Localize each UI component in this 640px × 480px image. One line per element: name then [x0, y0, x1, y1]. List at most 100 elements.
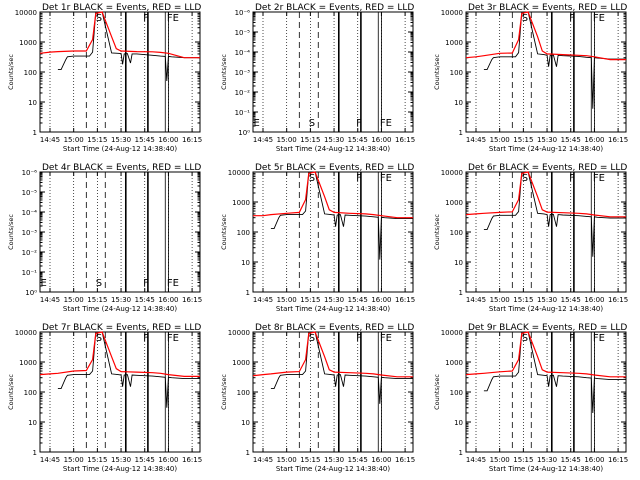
- x-tick-label: 15:45: [561, 296, 581, 304]
- x-axis-label: Start Time (24-Aug-12 14:38:40): [63, 145, 177, 153]
- x-tick-label: 15:30: [537, 136, 557, 144]
- marker-label: S: [96, 13, 102, 24]
- x-axis-label: Start Time (24-Aug-12 14:38:40): [63, 305, 177, 313]
- x-tick-label: 15:00: [64, 456, 84, 464]
- x-tick-label: 16:00: [584, 296, 604, 304]
- x-tick-label: 14:45: [466, 456, 486, 464]
- y-tick-label: 10000: [15, 9, 37, 17]
- marker-label: FE: [167, 13, 179, 24]
- y-tick-label: 10⁻¹: [22, 269, 38, 277]
- x-tick-label: 15:15: [87, 456, 107, 464]
- y-tick-label: 1000: [232, 199, 250, 207]
- x-tick-label: 15:30: [111, 296, 131, 304]
- y-tick-label: 10000: [441, 9, 463, 17]
- x-tick-label: 15:45: [348, 136, 368, 144]
- y-tick-label: 10⁻⁶: [22, 169, 38, 177]
- series-lld-red: [253, 171, 413, 219]
- y-axis-label: Counts/sec: [7, 54, 15, 90]
- chart-det-8: Det 8r BLACK = Events, RED = LLD Counts/s…: [220, 323, 415, 473]
- series-events-black: [483, 331, 626, 414]
- x-axis-label: Start Time (24-Aug-12 14:38:40): [276, 465, 390, 473]
- y-tick-label: 1: [246, 289, 250, 297]
- y-tick-label: 10⁻⁶: [235, 9, 251, 17]
- series-lld-red: [465, 331, 626, 378]
- x-tick-label: 16:00: [158, 456, 178, 464]
- chart-det-7: Det 7r BLACK = Events, RED = LLD Counts/s…: [7, 323, 202, 473]
- marker-label: FE: [167, 278, 179, 289]
- x-tick-label: 15:00: [490, 456, 510, 464]
- y-tick-label: 1000: [19, 39, 37, 47]
- chart-title: Det 6r BLACK = Events, RED = LLD: [468, 163, 627, 173]
- y-axis-label: Counts/sec: [433, 214, 441, 250]
- marker-label: S: [309, 118, 315, 129]
- x-tick-label: 16:00: [371, 296, 391, 304]
- marker-label: E: [41, 278, 47, 289]
- y-tick-label: 10000: [15, 329, 37, 337]
- marker-label: S: [522, 13, 528, 24]
- marker-label: S: [522, 173, 528, 184]
- x-tick-label: 15:15: [300, 456, 320, 464]
- x-tick-label: 15:15: [513, 296, 533, 304]
- y-tick-label: 10: [28, 419, 37, 427]
- plot-frame: [39, 331, 201, 453]
- x-tick-label: 15:30: [324, 296, 344, 304]
- x-tick-label: 15:45: [135, 296, 155, 304]
- y-tick-label: 100: [450, 69, 463, 77]
- marker-label: S: [96, 278, 102, 289]
- y-axis-label: Counts/sec: [220, 54, 228, 90]
- x-tick-label: 15:30: [324, 136, 344, 144]
- marker-label: FE: [380, 333, 392, 344]
- chart-title: Det 3r BLACK = Events, RED = LLD: [468, 3, 627, 13]
- x-axis-label: Start Time (24-Aug-12 14:38:40): [63, 465, 177, 473]
- series-events-black: [57, 11, 200, 82]
- plot-frame: [465, 11, 627, 133]
- y-tick-label: 100: [24, 389, 37, 397]
- x-tick-label: 15:15: [300, 136, 320, 144]
- chart-det-6: Det 6r BLACK = Events, RED = LLD Counts/s…: [433, 163, 628, 313]
- x-tick-label: 15:00: [277, 136, 297, 144]
- y-tick-label: 10000: [441, 169, 463, 177]
- x-tick-label: 14:45: [253, 456, 273, 464]
- y-tick-label: 10⁰: [238, 129, 250, 137]
- chart-det-1: Det 1r BLACK = Events, RED = LLD Counts/s…: [7, 3, 202, 153]
- x-tick-label: 15:15: [87, 296, 107, 304]
- marker-label: F: [143, 278, 149, 289]
- marker-label: E: [254, 118, 260, 129]
- marker-label: FE: [593, 173, 605, 184]
- x-tick-label: 15:45: [348, 296, 368, 304]
- marker-label: FE: [593, 13, 605, 24]
- y-tick-label: 10⁻³: [235, 69, 251, 77]
- y-axis-label: Counts/sec: [433, 54, 441, 90]
- y-tick-label: 10⁻⁴: [235, 49, 251, 57]
- series-lld-red: [465, 171, 626, 218]
- marker-label: FE: [593, 333, 605, 344]
- chart-det-2: Det 2r BLACK = Events, RED = LLD Counts/s…: [220, 3, 415, 153]
- x-tick-label: 16:15: [182, 456, 202, 464]
- chart-det-9: Det 9r BLACK = Events, RED = LLD Counts/s…: [433, 323, 628, 473]
- y-tick-label: 1000: [445, 199, 463, 207]
- marker-label: S: [309, 173, 315, 184]
- x-tick-label: 15:00: [277, 296, 297, 304]
- y-tick-label: 10⁻³: [22, 229, 38, 237]
- marker-label: F: [569, 13, 575, 24]
- marker-label: S: [522, 333, 528, 344]
- y-tick-label: 1: [459, 289, 463, 297]
- y-axis-label: Counts/sec: [7, 374, 15, 410]
- y-tick-label: 1: [459, 449, 463, 457]
- series-events-black: [57, 331, 200, 408]
- x-tick-label: 14:45: [40, 456, 60, 464]
- x-tick-label: 16:15: [608, 136, 628, 144]
- y-axis-label: Counts/sec: [7, 214, 15, 250]
- plot-frame: [252, 331, 414, 453]
- x-tick-label: 16:00: [158, 136, 178, 144]
- y-tick-label: 10⁻²: [22, 249, 38, 257]
- marker-label: FE: [167, 333, 179, 344]
- y-tick-label: 1: [33, 129, 37, 137]
- x-tick-label: 16:15: [608, 296, 628, 304]
- x-tick-label: 15:15: [513, 136, 533, 144]
- x-tick-label: 14:45: [466, 136, 486, 144]
- x-tick-label: 15:30: [111, 456, 131, 464]
- x-tick-label: 14:45: [40, 136, 60, 144]
- y-tick-label: 10⁻¹: [235, 109, 251, 117]
